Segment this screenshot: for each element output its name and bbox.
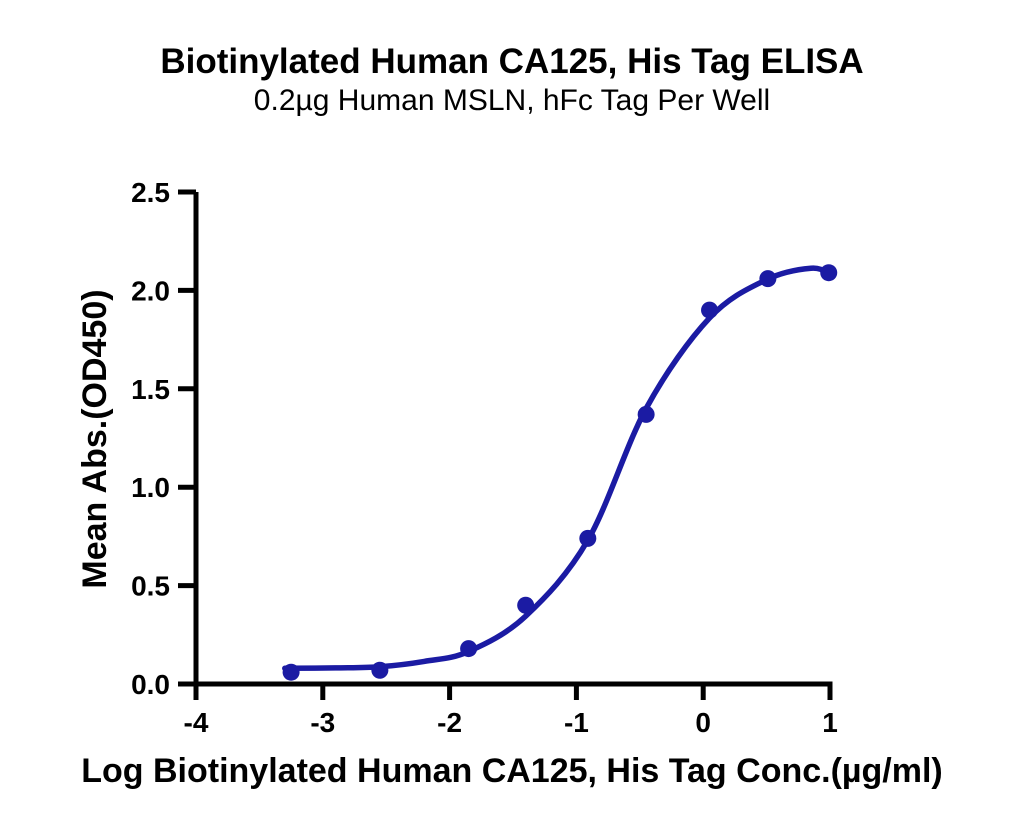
data-point (282, 663, 300, 681)
x-tick-label: 0 (695, 707, 711, 738)
chart-subtitle: 0.2µg Human MSLN, hFc Tag Per Well (253, 84, 771, 117)
data-point (579, 529, 597, 547)
y-tick-label: 1.0 (131, 472, 170, 503)
y-tick-label: 2.0 (131, 275, 170, 306)
x-axis-title: Log Biotinylated Human CA125, His Tag Co… (81, 752, 943, 790)
data-point (701, 301, 719, 319)
x-tick-label: -2 (437, 707, 462, 738)
x-tick-label: -4 (184, 707, 209, 738)
y-tick-label: 0.0 (131, 669, 170, 700)
data-point (517, 596, 535, 614)
x-tick-label: 1 (822, 707, 838, 738)
data-point (759, 270, 777, 288)
y-tick-label: 1.5 (131, 374, 170, 405)
x-tick-label: -1 (564, 707, 589, 738)
y-tick-label: 0.5 (131, 571, 170, 602)
data-point (637, 405, 655, 423)
data-point (460, 640, 478, 658)
fit-curve (282, 265, 833, 672)
data-point (820, 264, 838, 282)
y-axis-title: Mean Abs.(OD450) (76, 289, 114, 589)
data-point (371, 661, 389, 679)
y-tick-label: 2.5 (131, 177, 170, 208)
x-tick-label: -3 (310, 707, 335, 738)
chart-title: Biotinylated Human CA125, His Tag ELISA (160, 42, 864, 81)
